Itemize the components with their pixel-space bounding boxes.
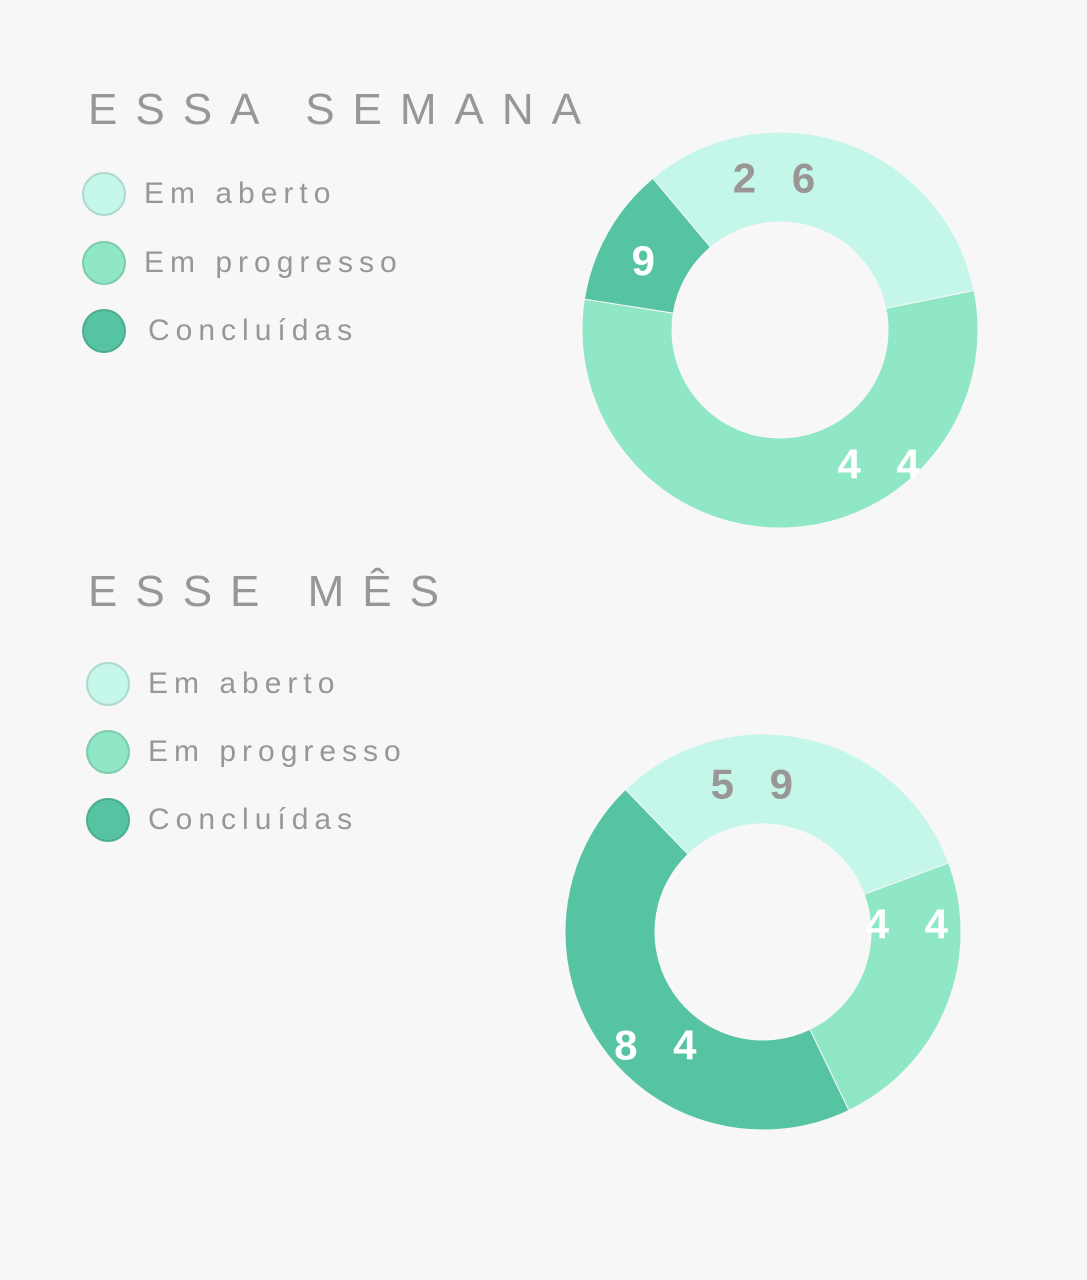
legend-swatch-open: [82, 172, 126, 216]
week-donut-chart: 2 6 4 4 9: [581, 131, 979, 529]
slice-open-value-label: 5 9: [711, 761, 805, 808]
legend-label: Em aberto: [144, 177, 337, 210]
legend-item-progress: Em progresso: [86, 730, 407, 774]
slice-progress: [809, 862, 962, 1112]
slice-open: [652, 131, 975, 310]
legend-item-open: Em aberto: [86, 662, 340, 706]
legend-item-done: Concluídas: [82, 309, 358, 353]
slice-open: [624, 733, 950, 895]
legend-label: Concluídas: [148, 803, 359, 836]
legend-label: Em progresso: [144, 246, 403, 279]
slice-done-value-label: 8 4: [614, 1021, 708, 1068]
slice-done: [583, 177, 712, 314]
legend-swatch-progress: [82, 241, 126, 285]
legend-item-progress: Em progresso: [82, 241, 403, 285]
slice-progress-value-label: 4 4: [837, 440, 931, 487]
legend-swatch-progress: [86, 730, 130, 774]
month-title: ESSE MÊS: [88, 567, 457, 616]
legend-swatch-done: [86, 798, 130, 842]
legend-item-done: Concluídas: [86, 798, 358, 842]
slice-done-value-label: 9: [632, 237, 667, 284]
slice-progress-value-label: 4 4: [866, 901, 960, 948]
legend-item-open: Em aberto: [82, 172, 336, 216]
slice-open-value-label: 2 6: [733, 155, 827, 202]
legend-label: Em progresso: [148, 735, 407, 768]
week-title: ESSA SEMANA: [88, 85, 600, 134]
slice-progress: [581, 289, 979, 529]
legend-swatch-done: [82, 309, 126, 353]
legend-label: Concluídas: [148, 314, 359, 347]
month-donut-chart: 5 9 4 4 8 4: [564, 733, 962, 1131]
legend-swatch-open: [86, 662, 130, 706]
legend-label: Em aberto: [148, 667, 341, 700]
slice-done: [564, 788, 850, 1131]
